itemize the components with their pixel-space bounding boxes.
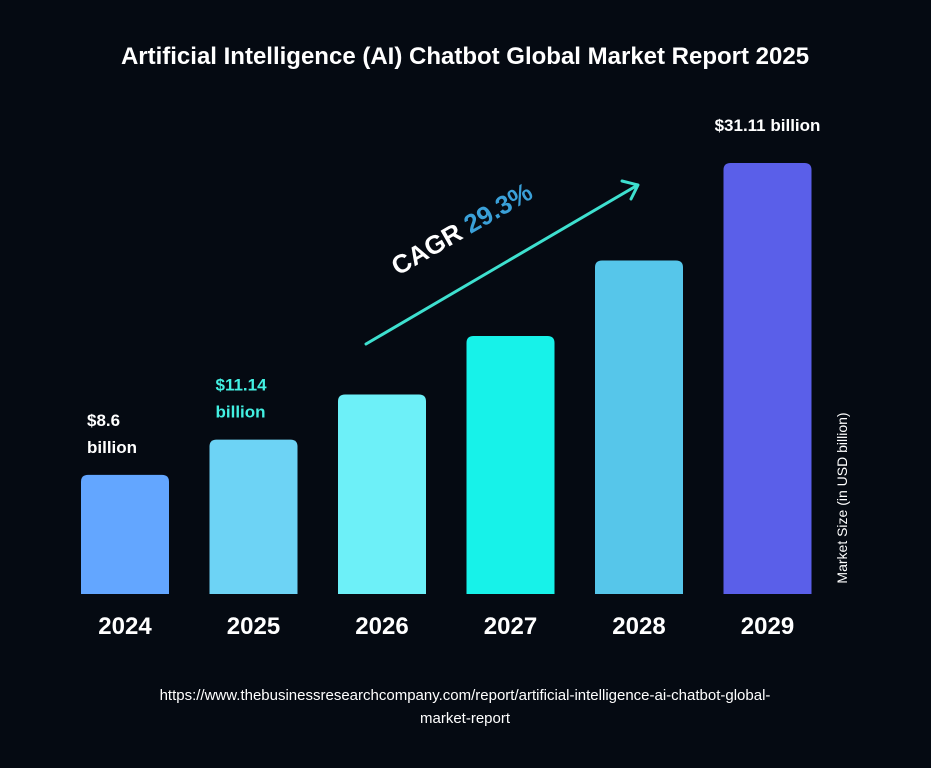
x-tick-2024: 2024 bbox=[98, 613, 152, 640]
cagr-arrow-head bbox=[620, 179, 640, 201]
data-label-2024-line-2: billion bbox=[87, 438, 137, 457]
x-tick-2028: 2028 bbox=[612, 613, 665, 640]
data-label-2025-line-2: billion bbox=[216, 403, 266, 422]
data-label-2025-line-1: $11.14 bbox=[216, 376, 268, 395]
x-tick-2027: 2027 bbox=[484, 613, 537, 640]
bar-2027 bbox=[466, 336, 555, 594]
chart-title: Artificial Intelligence (AI) Chatbot Glo… bbox=[121, 43, 809, 70]
source-url-line-2[interactable]: market-report bbox=[420, 710, 511, 727]
y-axis-label: Market Size (in USD billion) bbox=[834, 412, 850, 583]
data-label-2029-line-1: $31.11 billion bbox=[715, 116, 821, 135]
cagr-arrow bbox=[364, 184, 638, 346]
bar-2024 bbox=[81, 474, 169, 594]
data-label-2024-line-1: $8.6 bbox=[87, 411, 120, 430]
x-tick-2029: 2029 bbox=[741, 613, 794, 640]
bar-2026 bbox=[338, 394, 426, 594]
x-tick-2025: 2025 bbox=[227, 613, 280, 640]
source-url-line-1[interactable]: https://www.thebusinessresearchcompany.c… bbox=[160, 687, 771, 704]
cagr-label: CAGR 29.3% bbox=[386, 176, 537, 281]
bar-2025 bbox=[209, 439, 298, 594]
bar-2028 bbox=[595, 260, 683, 594]
bar-2029 bbox=[723, 163, 812, 594]
x-tick-2026: 2026 bbox=[355, 613, 408, 640]
